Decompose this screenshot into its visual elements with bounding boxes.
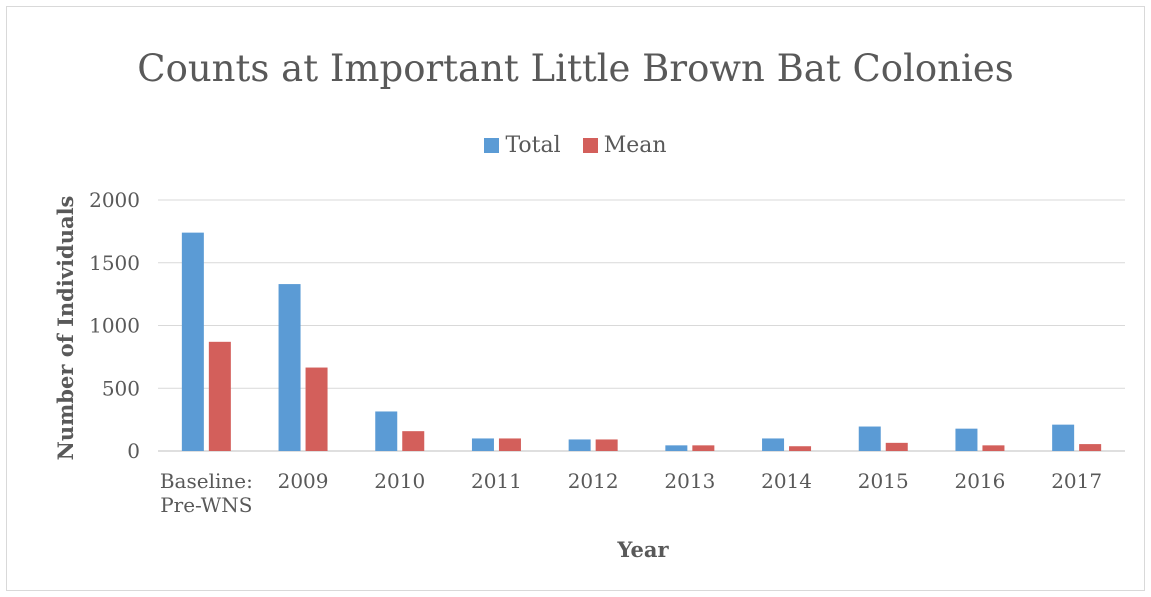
bar-total-4 (568, 439, 591, 451)
x-tick-label-3: 2011 (471, 469, 522, 493)
bar-mean-7 (885, 442, 908, 451)
y-tick-label-0: 0 (127, 439, 140, 463)
x-tick-label-8: 2016 (954, 469, 1005, 493)
legend-swatch-total (484, 138, 500, 153)
bar-mean-2 (402, 431, 425, 451)
legend-swatch-mean (582, 138, 598, 153)
bar-total-8 (955, 428, 978, 451)
chart-legend: Total Mean (7, 133, 1144, 158)
x-axis-label: Year (616, 537, 669, 562)
bar-total-9 (1052, 424, 1075, 451)
legend-label-mean: Mean (603, 133, 667, 158)
x-tick-label-1: 2009 (278, 469, 329, 493)
x-tick-label-7: 2015 (858, 469, 909, 493)
bar-mean-4 (595, 439, 618, 451)
bar-mean-5 (692, 445, 715, 451)
x-tick-label-2: 2010 (374, 469, 425, 493)
legend-item-mean: Mean (582, 133, 667, 158)
bar-total-2 (375, 411, 398, 451)
bar-mean-0 (208, 341, 231, 451)
x-tick-label-9: 2017 (1051, 469, 1102, 493)
y-tick-label-2000: 2000 (89, 188, 140, 212)
x-tick-label-5: 2013 (664, 469, 715, 493)
bar-total-3 (471, 438, 494, 451)
y-tick-label-1500: 1500 (89, 251, 140, 275)
x-tick-label-0: Baseline: Pre-WNS (160, 469, 253, 517)
bar-mean-9 (1079, 444, 1102, 451)
bar-total-0 (181, 232, 204, 451)
bar-mean-3 (498, 438, 521, 451)
y-axis-label: Number of Individuals (53, 196, 78, 461)
legend-item-total: Total (484, 133, 561, 158)
bar-mean-1 (305, 367, 328, 451)
bar-mean-8 (982, 445, 1005, 451)
y-tick-label-1000: 1000 (89, 314, 140, 338)
x-tick-label-4: 2012 (568, 469, 619, 493)
x-tick-label-6: 2014 (761, 469, 812, 493)
y-tick-label-500: 500 (102, 376, 140, 400)
bar-total-5 (665, 445, 688, 451)
bar-total-7 (858, 426, 881, 451)
bar-mean-6 (789, 446, 812, 451)
legend-label-total: Total (505, 133, 561, 158)
chart-title: Counts at Important Little Brown Bat Col… (137, 47, 1014, 90)
bar-total-6 (762, 438, 785, 451)
bar-total-1 (278, 284, 301, 451)
